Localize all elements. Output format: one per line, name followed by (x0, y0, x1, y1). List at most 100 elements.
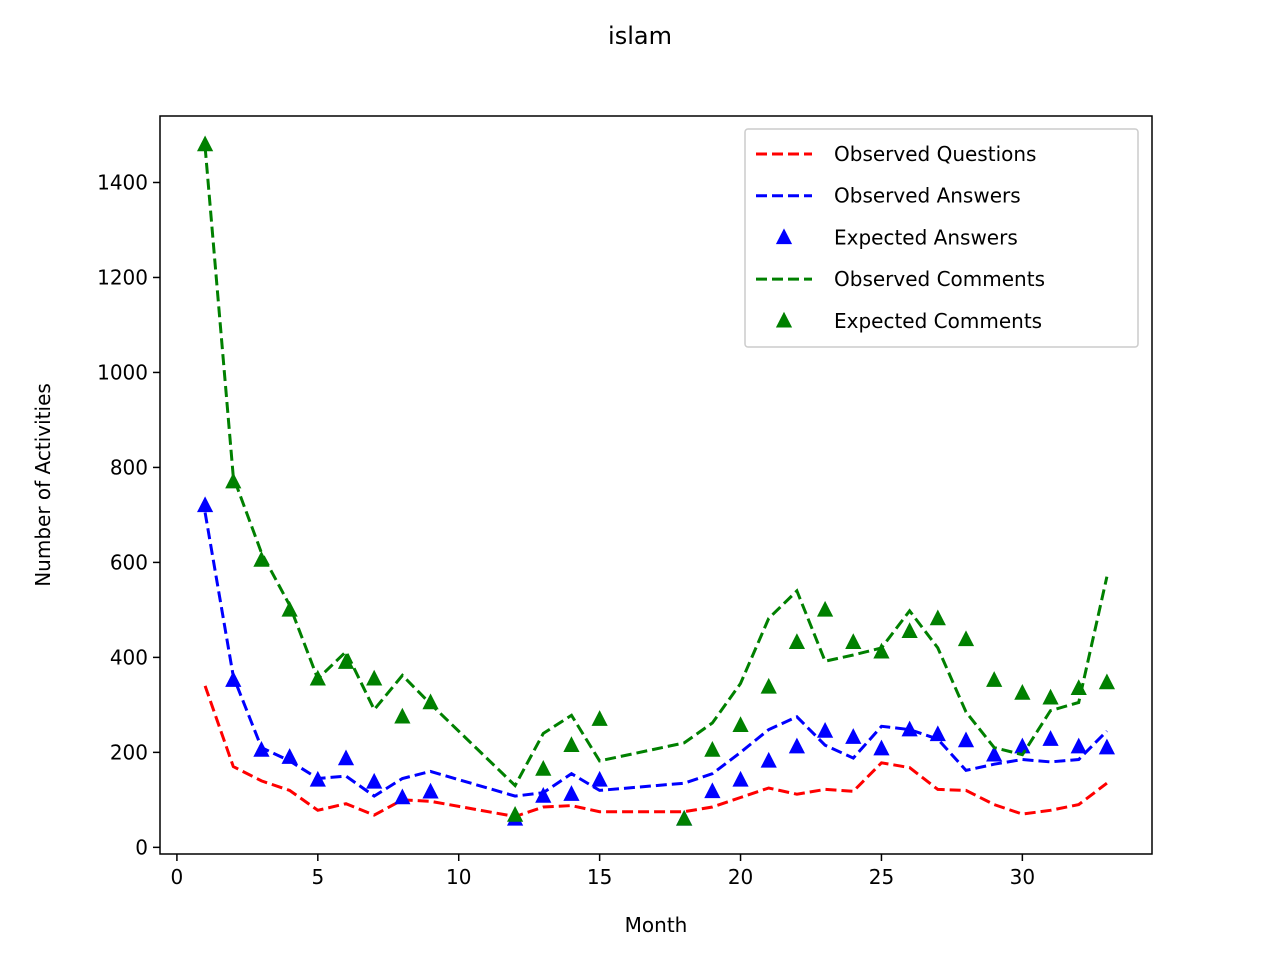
legend-label-1: Observed Questions (834, 142, 1036, 166)
marker-s5-21 (873, 642, 890, 659)
marker-s3-29 (1098, 738, 1116, 755)
marker-s3-13 (591, 770, 608, 787)
marker-s3-21 (873, 739, 890, 756)
marker-s5-9 (422, 693, 439, 710)
marker-s5-28 (1070, 679, 1087, 696)
marker-s5-17 (760, 677, 777, 694)
marker-s5-3 (253, 551, 270, 567)
y-axis: 0 200 400 600 800 1000 1200 1400 (97, 170, 160, 859)
legend-swatch-5 (775, 311, 793, 328)
marker-s3-28 (1070, 737, 1087, 754)
marker-s3-19 (816, 722, 834, 738)
marker-s5-25 (986, 671, 1003, 687)
marker-s5-8 (394, 707, 411, 724)
marker-s5-16 (732, 716, 749, 733)
marker-s3-4 (281, 748, 298, 764)
y-tick-label-1000: 1000 (97, 360, 148, 384)
legend-label-2: Observed Answers (834, 184, 1021, 208)
legend-item-2: Observed Answers (756, 184, 1021, 208)
y-tick-label-200: 200 (110, 740, 148, 764)
x-tick-label-0: 0 (171, 865, 184, 889)
marker-s3-2 (225, 671, 242, 687)
marker-s5-4 (281, 600, 298, 617)
marker-s3-9 (422, 782, 439, 799)
marker-s5-11 (535, 759, 552, 776)
marker-s3-23 (929, 725, 946, 742)
series-5 (196, 135, 1116, 826)
marker-s5-19 (816, 600, 834, 617)
marker-s5-12 (563, 736, 580, 752)
y-tick-label-0: 0 (135, 835, 148, 859)
marker-s3-18 (788, 737, 806, 754)
x-axis: 0 5 10 15 20 25 30 (171, 854, 1035, 889)
x-tick-label-25: 25 (869, 865, 894, 889)
plot-frame (159, 115, 1153, 855)
marker-s5-26 (1014, 684, 1031, 700)
marker-s5-5 (309, 669, 326, 686)
legend-label-4: Observed Comments (834, 267, 1045, 291)
x-tick-label-5: 5 (311, 865, 324, 889)
marker-s3-6 (337, 749, 355, 766)
marker-s3-27 (1042, 730, 1059, 746)
marker-s5-18 (788, 633, 806, 649)
marker-s3-3 (253, 740, 270, 757)
marker-s3-1 (196, 496, 214, 513)
marker-s5-23 (929, 609, 946, 626)
marker-s5-22 (901, 622, 918, 639)
legend-label-3: Expected Answers (834, 225, 1018, 249)
marker-s5-2 (225, 472, 242, 489)
marker-s3-20 (845, 728, 862, 744)
y-axis-label: Number of Activities (31, 383, 55, 587)
y-tick-label-800: 800 (110, 455, 148, 479)
marker-s5-15 (704, 740, 721, 757)
marker-s3-5 (309, 770, 326, 787)
marker-s3-22 (901, 720, 918, 737)
marker-s3-24 (957, 731, 975, 748)
marker-s5-27 (1042, 688, 1059, 705)
marker-s5-10 (506, 806, 524, 822)
legend: Observed Questions Observed Answers Expect… (744, 128, 1139, 348)
x-axis-label: Month (625, 913, 688, 937)
legend-box (744, 128, 1139, 348)
legend-item-3: Expected Answers (775, 225, 1018, 249)
marker-s5-6 (337, 653, 355, 669)
series-1 (203, 685, 1108, 819)
marker-s3-16 (732, 770, 749, 787)
marker-s3-15 (704, 782, 721, 799)
marker-s3-8 (394, 788, 411, 805)
marker-s3-7 (366, 772, 383, 789)
marker-s5-29 (1098, 673, 1116, 690)
legend-swatch-3 (775, 228, 793, 245)
legend-item-5: Expected Comments (775, 309, 1042, 333)
legend-item-4: Observed Comments (756, 267, 1045, 291)
marker-s3-26 (1014, 737, 1031, 754)
x-tick-label-20: 20 (728, 865, 753, 889)
y-tick-label-1400: 1400 (97, 170, 148, 194)
chart-title: islam (608, 22, 672, 50)
y-tick-label-1200: 1200 (97, 265, 148, 289)
marker-s5-20 (845, 633, 862, 649)
marker-s5-14 (676, 809, 693, 826)
x-tick-label-15: 15 (587, 865, 612, 889)
y-tick-label-600: 600 (110, 550, 148, 574)
marker-s5-1 (196, 135, 214, 152)
legend-label-5: Expected Comments (834, 309, 1042, 333)
series-line-4 (203, 146, 1109, 789)
marker-s3-25 (986, 745, 1003, 762)
marker-s5-24 (957, 630, 975, 647)
marker-s3-12 (563, 785, 580, 801)
marker-s5-13 (591, 710, 608, 726)
legend-item-1: Observed Questions (756, 142, 1036, 166)
x-tick-label-30: 30 (1010, 865, 1035, 889)
series-2 (203, 512, 1108, 798)
marker-s3-17 (760, 751, 777, 768)
y-tick-label-400: 400 (110, 645, 148, 669)
marker-s3-11 (535, 787, 552, 803)
marker-s5-7 (366, 669, 383, 686)
series-line-2 (203, 512, 1108, 798)
x-tick-label-10: 10 (446, 865, 471, 889)
plot-layer (196, 135, 1116, 826)
series-4 (203, 146, 1109, 789)
series-line-1 (203, 685, 1108, 819)
